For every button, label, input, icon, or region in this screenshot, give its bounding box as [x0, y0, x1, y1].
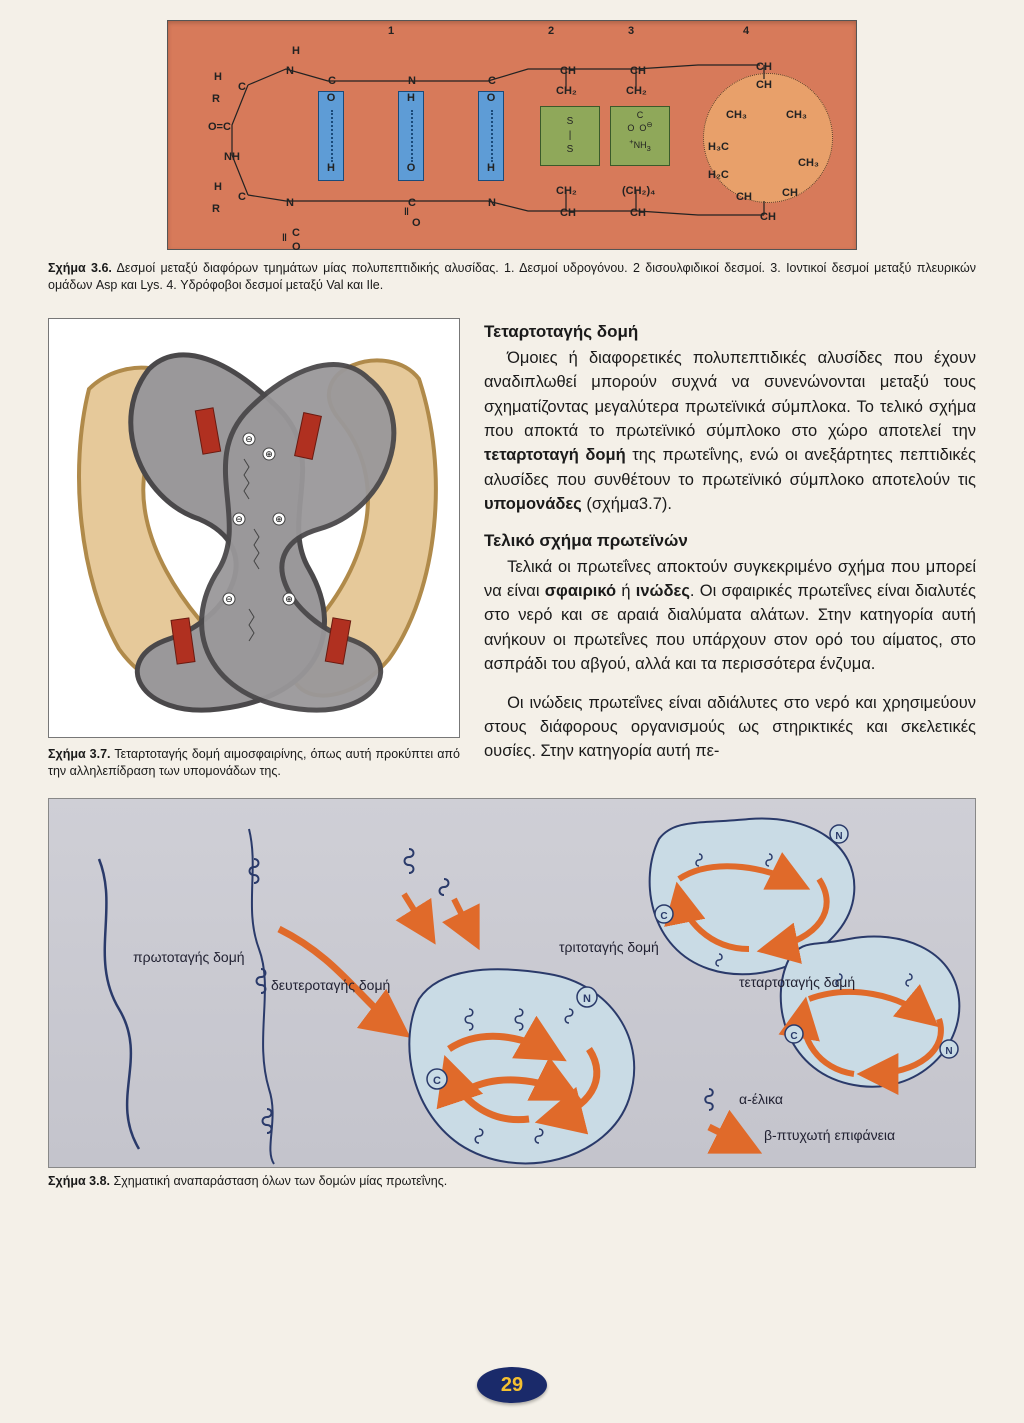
paragraph: Τελικά οι πρωτεΐνες αποκτούν συγκεκριμέν…	[484, 555, 976, 677]
label-quaternary: τεταρτοταγής δομή	[739, 974, 855, 990]
figure-3-6-diagram: 1 2 3 4 O H H O O H S|S C O O⊖ +NH3 CH C…	[167, 20, 857, 250]
svg-text:⊖: ⊖	[235, 514, 243, 524]
paragraph: Όμοιες ή διαφορετικές πολυπεπτιδικές αλυ…	[484, 346, 976, 517]
hydrogen-bond-box: H O	[398, 91, 424, 181]
hbond-dotted-icon	[331, 110, 333, 162]
svg-text:⊖: ⊖	[245, 434, 253, 444]
figure-3-7-hemoglobin: ⊖ ⊕ ⊖ ⊕ ⊖ ⊕	[48, 318, 460, 738]
figure-3-8-structure-levels: N C N C N C πρωτοταγής δομή δευ	[48, 798, 976, 1168]
svg-text:C: C	[790, 1031, 797, 1042]
legend-alpha: α-έλικα	[739, 1091, 783, 1107]
svg-text:N: N	[835, 831, 842, 842]
hydrogen-bond-box: O H	[478, 91, 504, 181]
figure-3-7-caption: Σχήμα 3.7. Τεταρτοταγής δομή αιμοσφαιρίν…	[48, 746, 460, 780]
svg-text:⊕: ⊕	[275, 514, 283, 524]
bond-region-label: 1	[388, 25, 394, 37]
label-tertiary: τριτοταγής δομή	[559, 939, 659, 955]
svg-text:⊖: ⊖	[225, 594, 233, 604]
label-primary: πρωτοταγής δομή	[133, 949, 245, 965]
svg-text:N: N	[945, 1046, 952, 1057]
label-secondary: δευτεροταγής δομή	[271, 977, 390, 993]
bond-region-label: 3	[628, 25, 634, 37]
svg-text:C: C	[660, 911, 667, 922]
bond-region-label: 2	[548, 25, 554, 37]
body-text-column: Τεταρτοταγής δομή Όμοιες ή διαφορετικές …	[484, 318, 976, 780]
svg-text:⊕: ⊕	[285, 594, 293, 604]
disulfide-box: S|S	[540, 106, 600, 166]
figure-3-6-caption: Σχήμα 3.6. Δεσμοί μεταξύ διαφόρων τμημάτ…	[48, 260, 976, 294]
page-number-badge: 29	[477, 1367, 547, 1403]
bond-region-label: 4	[743, 25, 749, 37]
figure-3-8-caption: Σχήμα 3.8. Σχηματική αναπαράσταση όλων τ…	[48, 1174, 976, 1188]
paragraph: Οι ινώδεις πρωτεΐνες είναι αδιάλυτες στο…	[484, 691, 976, 764]
ionic-bond-box: C O O⊖ +NH3	[610, 106, 670, 166]
legend-beta: β-πτυχωτή επιφάνεια	[764, 1127, 895, 1143]
hydrophobic-pocket-circle	[703, 73, 833, 203]
svg-text:C: C	[433, 1075, 441, 1087]
heading-final-shape: Τελικό σχήμα πρωτεϊνών	[484, 531, 976, 551]
svg-text:⊕: ⊕	[265, 449, 273, 459]
heading-quaternary: Τεταρτοταγής δομή	[484, 322, 976, 342]
hydrogen-bond-box: O H	[318, 91, 344, 181]
svg-text:N: N	[583, 993, 591, 1005]
